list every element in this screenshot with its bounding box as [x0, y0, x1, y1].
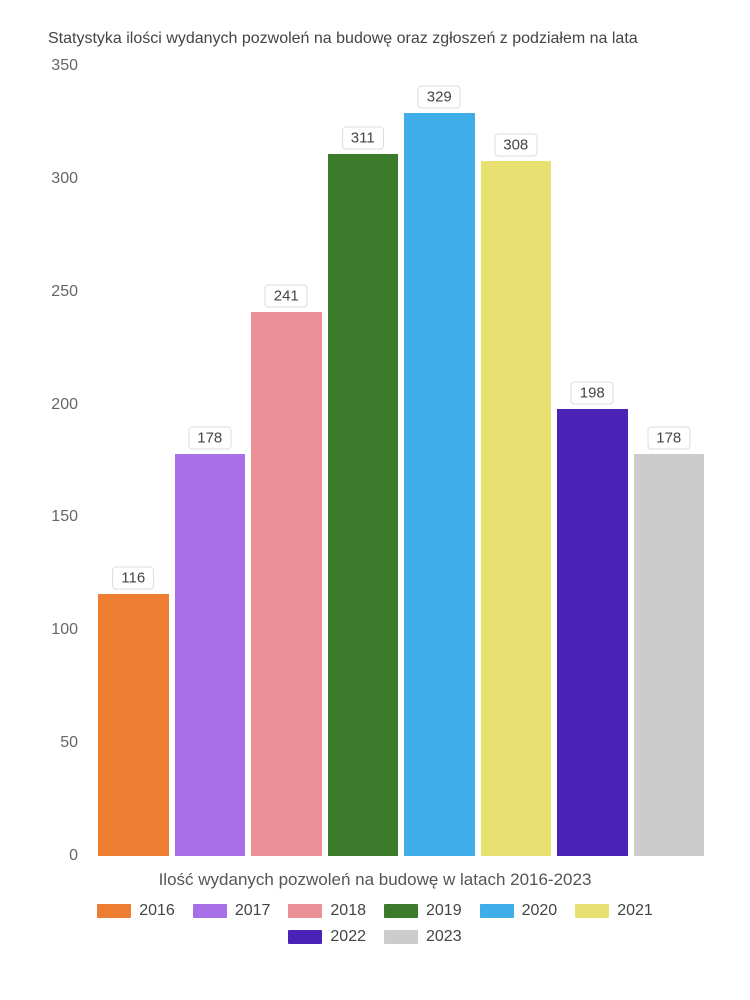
legend-swatch	[288, 930, 322, 944]
bar-slot: 329	[404, 66, 475, 856]
bar-slot: 241	[251, 66, 322, 856]
legend-swatch	[384, 904, 418, 918]
bar-slot: 178	[634, 66, 705, 856]
legend-item-2019: 2019	[384, 902, 462, 920]
bar-2018: 241	[251, 312, 322, 856]
legend-label: 2022	[330, 928, 366, 946]
legend-item-2023: 2023	[384, 928, 462, 946]
bar-slot: 116	[98, 66, 169, 856]
bar-value-label: 308	[494, 133, 537, 156]
legend-label: 2017	[235, 902, 271, 920]
chart-title: Statystyka ilości wydanych pozwoleń na b…	[48, 30, 720, 48]
bar-2016: 116	[98, 594, 169, 856]
legend-label: 2023	[426, 928, 462, 946]
legend-swatch	[193, 904, 227, 918]
legend-label: 2021	[617, 902, 653, 920]
y-tick: 150	[51, 508, 78, 526]
legend-swatch	[97, 904, 131, 918]
legend-swatch	[480, 904, 514, 918]
legend-item-2016: 2016	[97, 902, 175, 920]
y-tick: 100	[51, 621, 78, 639]
legend-item-2020: 2020	[480, 902, 558, 920]
bar-slot: 311	[328, 66, 399, 856]
bar-2019: 311	[328, 154, 399, 856]
y-tick: 250	[51, 283, 78, 301]
legend-swatch	[575, 904, 609, 918]
y-axis: 350 300 250 200 150 100 50 0	[30, 66, 86, 856]
y-tick: 350	[51, 57, 78, 75]
legend-item-2017: 2017	[193, 902, 271, 920]
legend-item-2021: 2021	[575, 902, 653, 920]
legend-label: 2020	[522, 902, 558, 920]
bar-slot: 308	[481, 66, 552, 856]
bar-value-label: 178	[647, 427, 690, 450]
bar-value-label: 241	[265, 285, 308, 308]
y-tick: 200	[51, 396, 78, 414]
chart-container: Statystyka ilości wydanych pozwoleń na b…	[0, 0, 750, 1000]
legend-item-2018: 2018	[288, 902, 366, 920]
bar-2022: 198	[557, 409, 628, 856]
bar-value-label: 116	[112, 567, 154, 590]
y-tick: 50	[60, 734, 78, 752]
bar-value-label: 198	[571, 382, 614, 405]
bar-value-label: 311	[342, 127, 384, 150]
bar-slot: 198	[557, 66, 628, 856]
y-tick: 300	[51, 170, 78, 188]
legend: 2016 2017 2018 2019 2020 2021 2022 2023	[30, 902, 720, 946]
bar-slot: 178	[175, 66, 246, 856]
bar-value-label: 329	[418, 86, 461, 109]
legend-label: 2016	[139, 902, 175, 920]
x-axis-title: Ilość wydanych pozwoleń na budowę w lata…	[30, 870, 720, 890]
bars-group: 116 178 241 311 329	[92, 66, 710, 856]
y-tick: 0	[69, 847, 78, 865]
bar-2017: 178	[175, 454, 246, 856]
plot-area: 350 300 250 200 150 100 50 0 116 178	[92, 66, 710, 856]
legend-swatch	[384, 930, 418, 944]
bar-value-label: 178	[188, 427, 231, 450]
bar-2020: 329	[404, 113, 475, 856]
legend-item-2022: 2022	[288, 928, 366, 946]
legend-swatch	[288, 904, 322, 918]
bar-2023: 178	[634, 454, 705, 856]
legend-label: 2019	[426, 902, 462, 920]
legend-label: 2018	[330, 902, 366, 920]
bar-2021: 308	[481, 161, 552, 856]
